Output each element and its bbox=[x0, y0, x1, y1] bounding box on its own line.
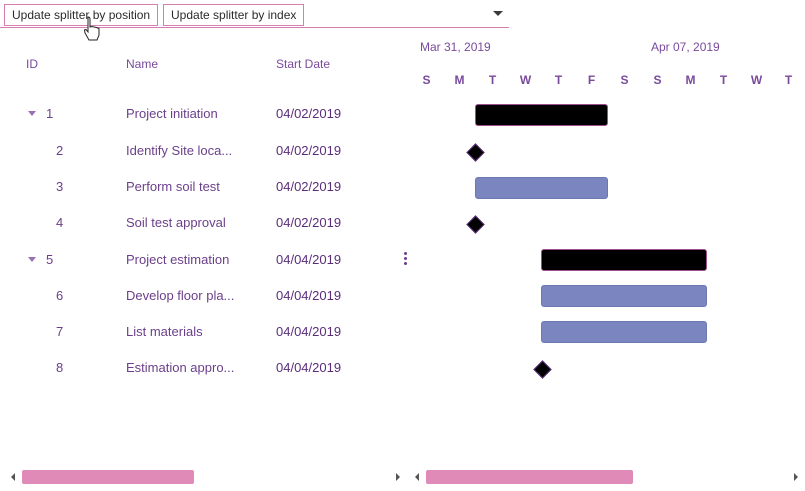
task-id: 7 bbox=[56, 324, 64, 339]
toolbar-underline bbox=[0, 27, 509, 28]
update-splitter-by-index-button[interactable]: Update splitter by index bbox=[163, 4, 305, 26]
milestone-marker[interactable] bbox=[466, 143, 485, 162]
task-id: 6 bbox=[56, 288, 64, 303]
task-start-date: 04/02/2019 bbox=[276, 143, 342, 158]
day-header: S bbox=[620, 73, 629, 87]
task-name: Soil test approval bbox=[126, 215, 226, 230]
task-id: 3 bbox=[56, 179, 64, 194]
task-bar[interactable] bbox=[541, 285, 707, 307]
task-grid: ID Name Start Date 1 Project initiation … bbox=[0, 28, 400, 458]
task-id: 8 bbox=[56, 360, 64, 375]
day-header: T bbox=[554, 73, 563, 87]
day-header: T bbox=[488, 73, 497, 87]
column-header-start-date[interactable]: Start Date bbox=[276, 57, 331, 71]
task-id: 1 bbox=[46, 106, 54, 121]
task-id: 4 bbox=[56, 215, 64, 230]
milestone-marker[interactable] bbox=[466, 215, 485, 234]
task-name: Identify Site loca... bbox=[126, 143, 233, 158]
scroll-left-icon[interactable] bbox=[11, 473, 15, 481]
summary-task-bar[interactable] bbox=[475, 104, 608, 126]
scroll-right-icon[interactable] bbox=[794, 473, 798, 481]
chevron-down-icon[interactable] bbox=[28, 111, 36, 116]
grid-horizontal-scrollbar[interactable] bbox=[8, 468, 402, 486]
task-start-date: 04/04/2019 bbox=[276, 360, 342, 375]
week-header: Mar 31, 2019 bbox=[420, 40, 491, 54]
column-header-id[interactable]: ID bbox=[26, 57, 38, 71]
table-row[interactable]: 1 Project initiation 04/02/2019 bbox=[0, 96, 400, 132]
day-header: M bbox=[454, 73, 465, 87]
task-name: Project estimation bbox=[126, 252, 230, 267]
day-header: W bbox=[750, 73, 763, 87]
task-start-date: 04/04/2019 bbox=[276, 252, 342, 267]
day-header: T bbox=[784, 73, 793, 87]
column-header-name[interactable]: Name bbox=[126, 57, 159, 71]
caret-down-icon[interactable] bbox=[493, 11, 503, 16]
table-row[interactable]: 4 Soil test approval 04/02/2019 bbox=[0, 205, 400, 241]
vertical-dots-icon[interactable] bbox=[404, 252, 408, 266]
task-name: Project initiation bbox=[126, 106, 218, 121]
task-bar[interactable] bbox=[541, 321, 707, 343]
scroll-thumb[interactable] bbox=[426, 470, 633, 484]
table-row[interactable]: 8 Estimation appro... 04/04/2019 bbox=[0, 350, 400, 386]
table-row[interactable]: 3 Perform soil test 04/02/2019 bbox=[0, 169, 400, 205]
milestone-marker[interactable] bbox=[533, 360, 552, 379]
day-header: F bbox=[587, 73, 596, 87]
week-header: Apr 07, 2019 bbox=[651, 40, 720, 54]
task-start-date: 04/02/2019 bbox=[276, 179, 342, 194]
day-header: W bbox=[519, 73, 532, 87]
gantt-chart-pane: Mar 31, 2019 Apr 07, 2019 S M T W T F S … bbox=[410, 28, 805, 458]
table-row[interactable]: 7 List materials 04/04/2019 bbox=[0, 314, 400, 350]
task-start-date: 04/02/2019 bbox=[276, 215, 342, 230]
toolbar: Update splitter by position Update split… bbox=[0, 0, 510, 28]
task-name: List materials bbox=[126, 324, 203, 339]
day-header: T bbox=[719, 73, 728, 87]
scroll-left-icon[interactable] bbox=[415, 473, 419, 481]
scroll-right-icon[interactable] bbox=[396, 473, 400, 481]
task-name: Develop floor pla... bbox=[126, 288, 235, 303]
scroll-thumb[interactable] bbox=[22, 470, 194, 484]
task-id: 5 bbox=[46, 252, 54, 267]
update-splitter-by-position-button[interactable]: Update splitter by position bbox=[4, 4, 159, 26]
table-row[interactable]: 2 Identify Site loca... 04/02/2019 bbox=[0, 133, 400, 169]
day-header: S bbox=[422, 73, 431, 87]
task-name: Perform soil test bbox=[126, 179, 220, 194]
chevron-down-icon[interactable] bbox=[28, 257, 36, 262]
task-start-date: 04/02/2019 bbox=[276, 106, 342, 121]
task-start-date: 04/04/2019 bbox=[276, 324, 342, 339]
task-id: 2 bbox=[56, 143, 64, 158]
task-bar[interactable] bbox=[475, 177, 608, 199]
table-row[interactable]: 5 Project estimation 04/04/2019 bbox=[0, 242, 400, 278]
hand-pointer-icon bbox=[83, 16, 100, 41]
task-name: Estimation appro... bbox=[126, 360, 235, 375]
day-header: S bbox=[653, 73, 662, 87]
summary-task-bar[interactable] bbox=[541, 249, 707, 271]
chart-horizontal-scrollbar[interactable] bbox=[412, 468, 802, 486]
task-start-date: 04/04/2019 bbox=[276, 288, 342, 303]
day-header: M bbox=[685, 73, 696, 87]
table-row[interactable]: 6 Develop floor pla... 04/04/2019 bbox=[0, 278, 400, 314]
